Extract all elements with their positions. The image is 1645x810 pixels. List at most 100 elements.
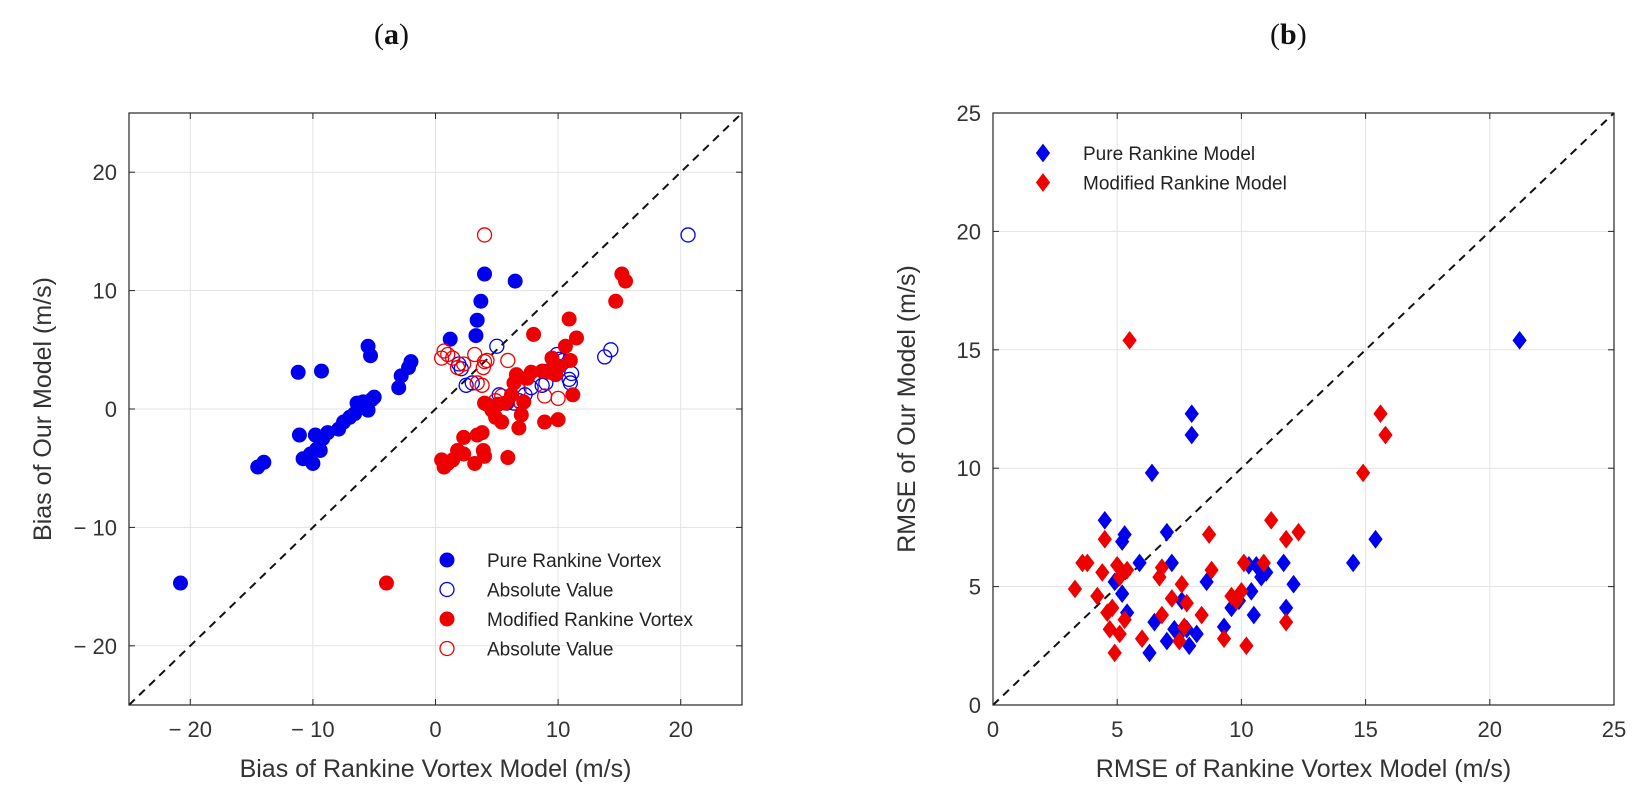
data-point: [537, 414, 553, 430]
legend-label: Absolute Value: [487, 581, 613, 602]
data-point: [1120, 560, 1135, 580]
y-tick-label: 20: [93, 160, 117, 185]
data-point: [1278, 612, 1294, 632]
data-point: [456, 446, 472, 462]
legend-marker: [1035, 143, 1051, 163]
x-tick-label: 0: [429, 717, 441, 742]
data-point: [1164, 589, 1179, 608]
data-point: [1236, 553, 1252, 573]
data-point: [1204, 560, 1219, 580]
data-point: [1177, 617, 1192, 637]
data-point: [1097, 510, 1112, 530]
x-tick-label: 20: [1478, 717, 1502, 742]
data-point: [511, 420, 527, 436]
y-tick-label: 0: [105, 397, 117, 422]
data-point: [1172, 631, 1187, 651]
data-point: [1067, 579, 1083, 599]
data-point: [1512, 331, 1527, 350]
legend-marker: [439, 611, 455, 627]
data-point: [1115, 532, 1130, 551]
data-point: [557, 338, 573, 354]
chart-a-bias-scatter: − 20 − 10 0 10 20 − 20 − 10 0 10 20 Bias of Rankin…: [29, 112, 743, 783]
data-point: [597, 349, 613, 365]
y-tick-label: 0: [969, 693, 981, 718]
x-tick-label: 10: [1229, 717, 1253, 742]
data-point: [1112, 624, 1127, 644]
data-point: [494, 388, 510, 404]
data-point: [456, 356, 472, 372]
x-axis-title: Bias of Rankine Vortex Model (m/s): [240, 755, 632, 783]
x-tick-label: 25: [1602, 717, 1626, 742]
data-point: [172, 575, 188, 591]
y-tick-label: 15: [957, 338, 981, 363]
data-point: [1134, 629, 1150, 649]
data-point: [1105, 598, 1120, 618]
data-point: [1154, 558, 1170, 577]
data-point: [464, 375, 480, 391]
data-point: [474, 377, 490, 393]
data-point: [1216, 629, 1232, 649]
series-3: [433, 227, 566, 411]
diagonal-reference-line: [128, 112, 743, 706]
data-point: [1097, 529, 1112, 549]
data-point: [500, 450, 516, 466]
x-tick-label: − 20: [169, 717, 212, 742]
data-point: [1264, 510, 1279, 530]
data-point: [526, 326, 542, 342]
data-point: [1291, 522, 1306, 542]
y-axis-title: Bias of Our Model (m/s): [29, 277, 57, 541]
axes-box: [992, 112, 1615, 706]
data-point: [1154, 605, 1170, 625]
data-point: [1179, 593, 1194, 613]
data-point: [1368, 529, 1383, 549]
data-point: [469, 312, 485, 328]
data-point: [305, 455, 321, 471]
series-1: [1067, 331, 1393, 663]
data-point: [1174, 574, 1189, 594]
data-point: [1189, 624, 1204, 644]
x-tick-label: 15: [1353, 717, 1377, 742]
data-point: [1346, 553, 1361, 573]
legend: Pure Rankine Model Modified Rankine Model: [1035, 143, 1287, 195]
data-point: [489, 338, 505, 354]
y-tick-label: 20: [957, 219, 981, 244]
data-point: [1246, 605, 1261, 625]
legend-marker: [439, 581, 455, 598]
data-point: [442, 331, 458, 347]
data-point: [1184, 425, 1199, 445]
y-tick-label: − 20: [74, 634, 117, 659]
y-tick-label: 10: [93, 279, 117, 304]
diagonal-reference-line: [992, 112, 1615, 706]
x-tick-label: 10: [546, 717, 570, 742]
data-point: [1117, 610, 1132, 630]
data-point: [562, 352, 578, 368]
legend-marker: [1035, 173, 1051, 192]
y-tick-label: 25: [957, 101, 981, 126]
x-axis-title: RMSE of Rankine Vortex Model (m/s): [1096, 755, 1511, 783]
data-point: [1115, 584, 1130, 604]
data-point: [608, 293, 624, 309]
legend-marker: [439, 640, 455, 657]
data-point: [568, 330, 584, 346]
y-tick-label: − 10: [74, 515, 117, 540]
data-point: [403, 354, 419, 370]
legend-label: Modified Rankine Vortex: [487, 610, 693, 631]
data-point: [1194, 605, 1209, 625]
data-point: [1378, 425, 1393, 445]
panel-label-a: (a): [374, 18, 409, 51]
data-point: [561, 371, 577, 388]
data-point: [291, 427, 307, 443]
data-point: [1201, 525, 1217, 544]
data-point: [366, 389, 382, 405]
legend-marker: [439, 552, 455, 568]
data-point: [473, 293, 489, 309]
chart-b-rmse-scatter: 0 5 10 15 20 25 0 5 10 15 20 25 RMSE of Rankine Vort…: [893, 101, 1626, 783]
data-point: [550, 390, 566, 406]
data-point: [618, 273, 634, 289]
data-point: [475, 359, 491, 376]
x-tick-label: 5: [1111, 717, 1123, 742]
data-point: [378, 575, 394, 591]
data-point: [477, 266, 493, 282]
data-point: [494, 414, 510, 430]
data-point: [1256, 553, 1271, 573]
